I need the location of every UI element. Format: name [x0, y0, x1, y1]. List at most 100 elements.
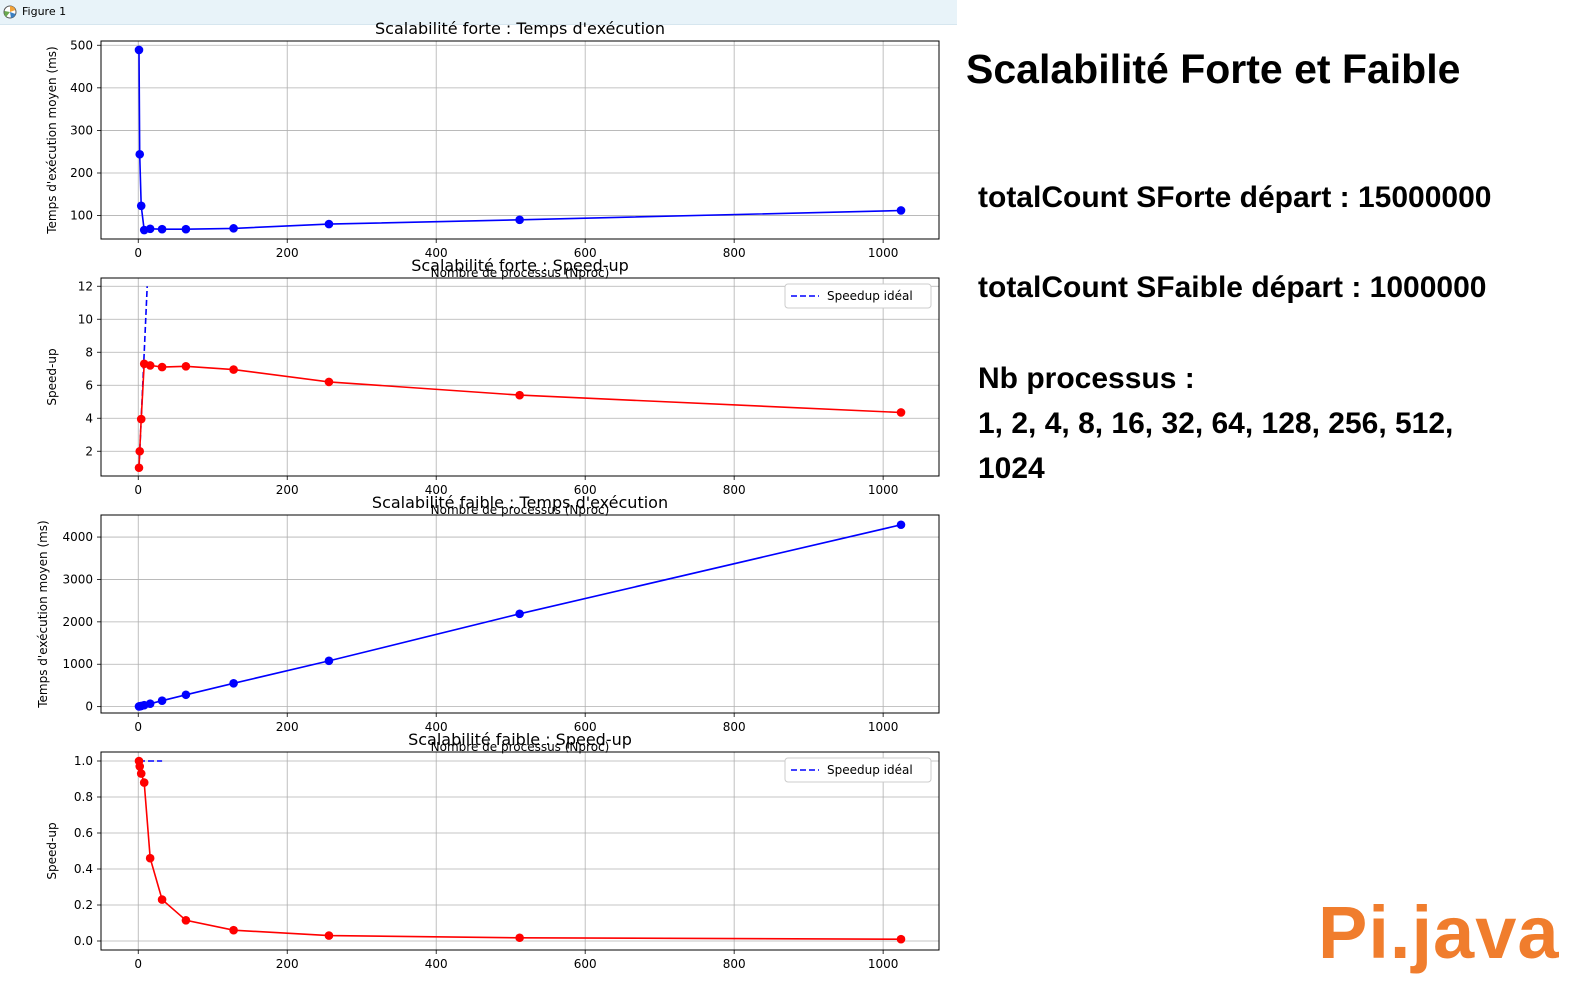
chart1-y-tick-label: 100	[70, 209, 93, 223]
chart3-data-point	[145, 699, 155, 708]
chart2-data-point	[181, 361, 191, 371]
chart4-x-tick-label: 1000	[868, 957, 899, 971]
chart2-y-tick-label: 12	[78, 279, 93, 293]
chart3-data-point	[896, 520, 906, 530]
chart1-plot-area	[101, 41, 939, 239]
chart4-x-tick-label: 400	[425, 957, 448, 971]
chart3-x-tick-label: 1000	[868, 720, 899, 734]
chart4-y-axis-label: Speed-up	[45, 822, 59, 879]
chart4-y-tick-label: 0.6	[74, 826, 93, 840]
chart1-y-tick-label: 200	[70, 166, 93, 180]
chart4-y-tick-label: 0.8	[74, 790, 93, 804]
chart3-data-point	[229, 679, 238, 688]
chart2-x-tick-label: 1000	[868, 483, 899, 497]
chart4-data-point	[181, 916, 191, 925]
window-title: Figure 1	[22, 5, 67, 18]
chart4-data-point	[145, 853, 155, 863]
chart2-legend-label: Speedup idéal	[827, 289, 913, 303]
chart3-y-tick-label: 2000	[62, 615, 93, 629]
chart2-y-tick-label: 10	[78, 312, 93, 326]
chart2-plot-area	[101, 278, 939, 476]
chart3-x-tick-label: 0	[134, 720, 142, 734]
chart4-x-tick-label: 0	[134, 957, 142, 971]
chart2-data-point	[136, 414, 146, 424]
chart4-y-tick-label: 0.4	[74, 862, 93, 876]
chart2-y-tick-label: 4	[85, 411, 93, 425]
chart1-x-tick-label: 1000	[868, 246, 899, 260]
chart1-data-point	[515, 215, 524, 225]
chart1-y-tick-label: 400	[70, 81, 93, 95]
chart2-data-point	[157, 362, 167, 372]
chart2-x-axis-label: Nombre de processus (Nproc)	[431, 503, 610, 517]
chart1-data-point	[134, 45, 144, 55]
chart1-data-point	[896, 206, 906, 215]
chart2-y-tick-label: 2	[85, 444, 93, 458]
chart3-data-point	[324, 656, 334, 666]
chart4-data-point	[324, 931, 334, 940]
chart2-y-axis-label: Speed-up	[45, 348, 59, 405]
matplotlib-icon	[3, 5, 17, 19]
chart3-x-tick-label: 600	[574, 720, 597, 734]
chart4-y-tick-label: 0.0	[74, 934, 93, 948]
chart4-legend-box	[784, 757, 932, 783]
chart1-data-point	[136, 201, 146, 211]
chart2-data-point	[134, 463, 144, 473]
chart3-data-point	[181, 690, 191, 700]
chart3-x-tick-label: 400	[425, 720, 448, 734]
chart3-y-tick-label: 4000	[62, 530, 93, 544]
chart1-data-point	[157, 224, 167, 234]
chart2-frame	[100, 277, 940, 477]
chart1-y-tick-label: 300	[70, 123, 93, 137]
chart1-data-point	[324, 219, 334, 229]
chart3-y-tick-label: 3000	[62, 572, 93, 586]
chart4-data-point	[515, 933, 524, 943]
chart4-x-tick-label: 800	[723, 957, 746, 971]
chart4-plot-area	[101, 752, 939, 950]
chart3-y-tick-label: 1000	[62, 657, 93, 671]
chart2-data-point	[135, 446, 145, 456]
chart1-x-tick-label: 600	[574, 246, 597, 260]
chart1-x-tick-label: 400	[425, 246, 448, 260]
chart3-y-axis-label: Temps d'exécution moyen (ms)	[36, 520, 50, 709]
chart2-title: Scalabilité forte : Speed-up	[411, 256, 629, 275]
chart4-title: Scalabilité faible : Speed-up	[408, 730, 632, 749]
chart2-legend-box	[784, 283, 932, 309]
chart3-x-tick-label: 200	[276, 720, 299, 734]
chart1-x-tick-label: 0	[134, 246, 142, 260]
chart2-x-tick-label: 600	[574, 483, 597, 497]
chart2-data-point	[229, 365, 238, 374]
chart2-data-point	[324, 377, 334, 387]
chart4-legend-label: Speedup idéal	[827, 763, 913, 777]
chart3-x-tick-label: 800	[723, 720, 746, 734]
chart4-data-point	[136, 769, 146, 778]
chart4-data-point	[139, 778, 149, 787]
chart1-data-point	[181, 224, 191, 234]
chart2-data-point	[515, 390, 524, 400]
chart4-x-tick-label: 600	[574, 957, 597, 971]
chart4-x-tick-label: 200	[276, 957, 299, 971]
chart3-x-axis-label: Nombre de processus (Nproc)	[431, 740, 610, 754]
chart1-y-tick-label: 500	[70, 38, 93, 52]
chart1-data-point	[229, 224, 238, 233]
chart1-x-axis-label: Nombre de processus (Nproc)	[431, 266, 610, 280]
chart4-data-point	[896, 934, 906, 944]
chart4-y-tick-label: 0.2	[74, 898, 93, 912]
chart2-x-tick-label: 200	[276, 483, 299, 497]
chart1-title: Scalabilité forte : Temps d'exécution	[375, 19, 665, 38]
chart1-y-axis-label: Temps d'exécution moyen (ms)	[45, 46, 59, 235]
chart3-title: Scalabilité faible : Temps d'exécution	[372, 493, 668, 512]
chart2-data-point	[896, 408, 906, 417]
chart3-data-point	[515, 609, 524, 619]
chart1-data-point	[145, 224, 155, 234]
chart2-data-point	[145, 361, 155, 370]
chart1-x-tick-label: 200	[276, 246, 299, 260]
chart2-y-tick-label: 8	[85, 345, 93, 359]
chart2-x-tick-label: 800	[723, 483, 746, 497]
chart3-frame	[100, 514, 940, 714]
chart2-x-tick-label: 0	[134, 483, 142, 497]
chart4-data-point	[135, 762, 145, 771]
chart4-y-tick-label: 1.0	[74, 754, 93, 768]
chart2-x-tick-label: 400	[425, 483, 448, 497]
chart2-y-tick-label: 6	[85, 378, 93, 392]
